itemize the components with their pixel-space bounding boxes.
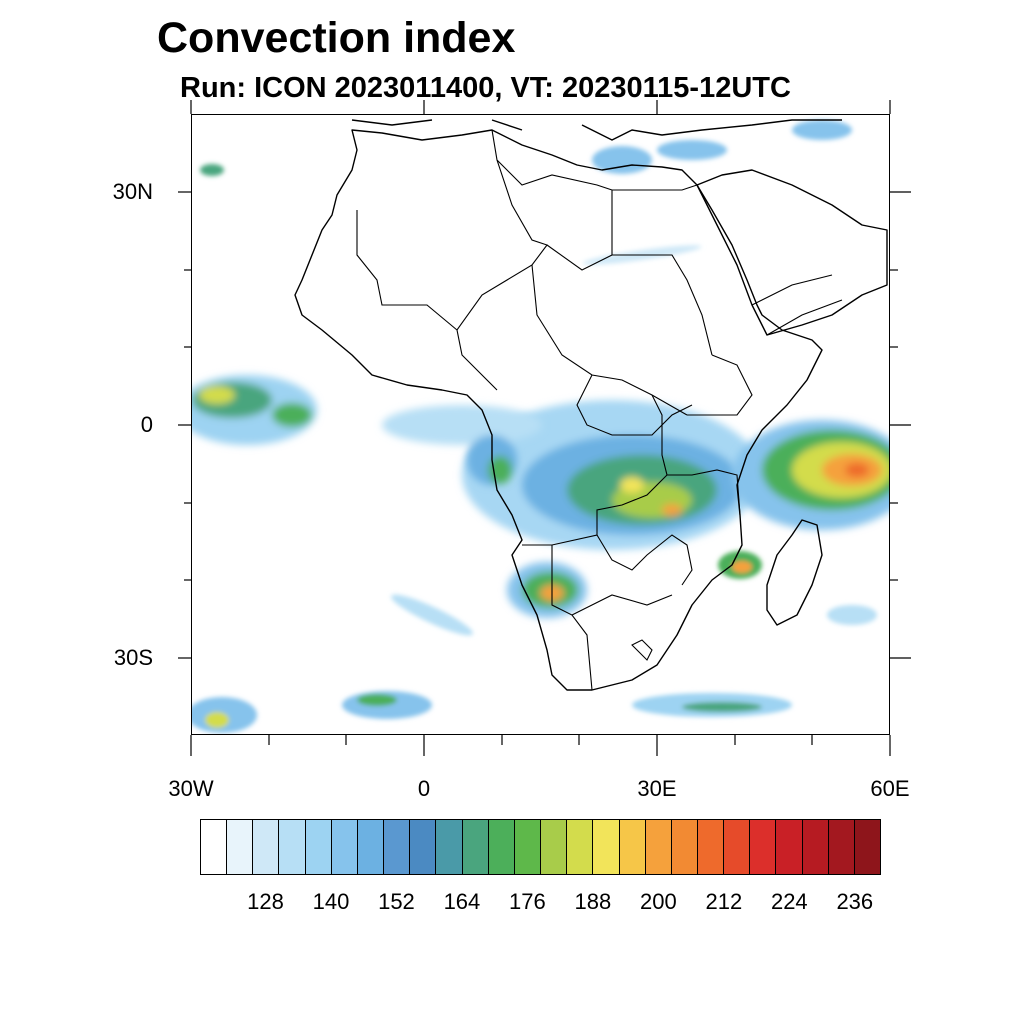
colorbar-swatch xyxy=(697,820,725,874)
colorbar-swatch xyxy=(410,820,437,874)
colorbar-swatch xyxy=(357,820,385,874)
colorbar-tick-label: 176 xyxy=(509,889,546,914)
convection-region-mediterranean xyxy=(200,120,852,176)
colorbar-swatch xyxy=(724,820,751,874)
madagascar-coastline xyxy=(766,519,823,626)
convection-region-indian-ocean xyxy=(732,420,889,530)
colorbar-tick-label: 224 xyxy=(770,889,808,914)
lat-label-30n: 30N xyxy=(112,179,153,204)
coastlines xyxy=(294,119,888,691)
colorbar-tick-label: 164 xyxy=(443,889,481,914)
colorbar-tick-label: 152 xyxy=(378,889,415,914)
arabia-coastline xyxy=(696,169,888,336)
colorbar-swatch xyxy=(227,820,254,874)
lat-label-0: 0 xyxy=(140,412,153,437)
colorbar-swatch xyxy=(567,820,594,874)
mediterranean-north-coast xyxy=(351,119,842,141)
colorbar-swatch xyxy=(436,820,463,874)
convection-field xyxy=(192,120,889,733)
colorbar-tick-label: 188 xyxy=(574,889,612,914)
africa-coastline xyxy=(294,129,823,691)
convection-region-central-africa xyxy=(462,400,762,550)
colorbar-swatch xyxy=(488,820,515,874)
colorbar xyxy=(200,819,881,875)
convection-region-mozambique xyxy=(718,551,762,579)
map-canvas xyxy=(192,119,889,733)
colorbar-swatch xyxy=(776,820,803,874)
colorbar-swatch xyxy=(802,820,829,874)
convection-region-atlantic xyxy=(192,375,317,445)
colorbar-swatch xyxy=(201,820,228,874)
convection-region-angola xyxy=(507,562,587,618)
map-title: Convection index xyxy=(157,14,516,62)
colorbar-swatch xyxy=(462,820,489,874)
colorbar-swatch xyxy=(671,820,698,874)
map-subtitle: Run: ICON 2023011400, VT: 20230115-12UTC xyxy=(180,72,791,104)
colorbar-tick-label: 200 xyxy=(640,889,677,914)
colorbar-swatch xyxy=(828,820,855,874)
convection-region-south-atlantic xyxy=(192,245,877,733)
colorbar-swatch xyxy=(253,820,280,874)
country-borders xyxy=(356,129,843,691)
colorbar-swatch xyxy=(331,820,358,874)
map-panel xyxy=(191,114,890,735)
colorbar-swatch xyxy=(305,820,332,874)
colorbar-swatch xyxy=(384,820,411,874)
colorbar-swatch xyxy=(645,820,672,874)
colorbar-swatch xyxy=(750,820,777,874)
lon-label-30e: 30E xyxy=(637,776,677,801)
colorbar-tick-label: 236 xyxy=(836,889,874,914)
colorbar-swatch xyxy=(619,820,646,874)
lon-label-60e: 60E xyxy=(870,776,910,801)
colorbar-swatch xyxy=(854,820,881,874)
colorbar-swatch xyxy=(514,820,542,874)
colorbar-tick-label: 140 xyxy=(312,889,350,914)
colorbar-swatch xyxy=(541,820,568,874)
colorbar-tick-label: 212 xyxy=(705,889,743,914)
lon-label-0: 0 xyxy=(417,776,431,801)
colorbar-tick-label: 128 xyxy=(247,889,284,914)
colorbar-swatch xyxy=(279,820,306,874)
lon-label-30w: 30W xyxy=(168,776,214,801)
colorbar-swatch xyxy=(593,820,620,874)
lat-label-30s: 30S xyxy=(113,645,153,670)
